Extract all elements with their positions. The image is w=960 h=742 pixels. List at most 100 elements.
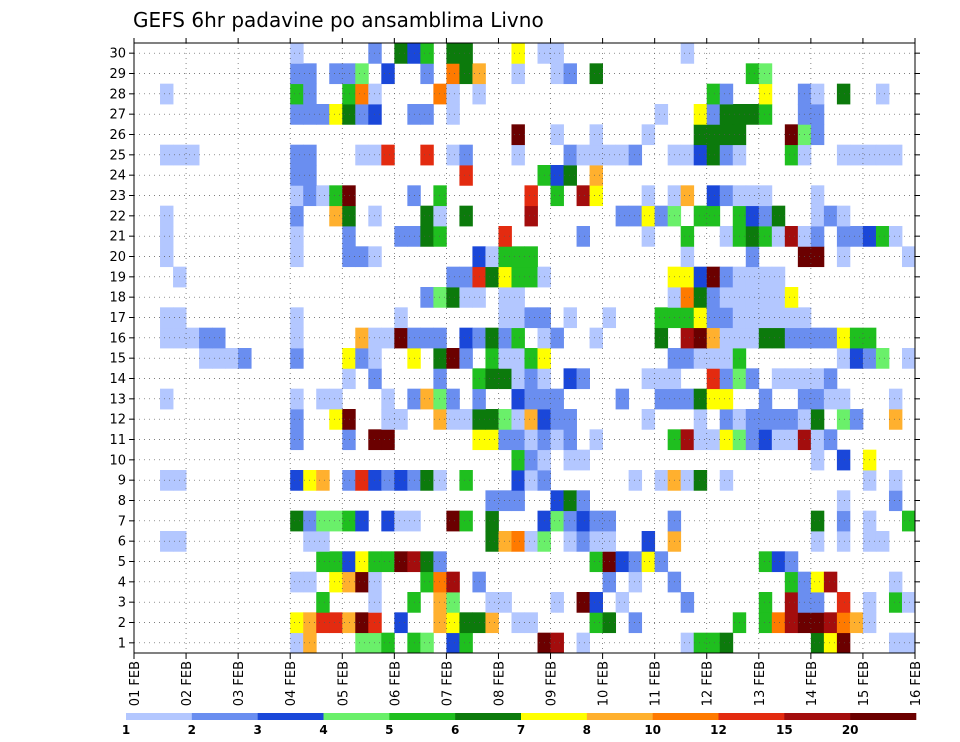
precip-cell xyxy=(563,165,577,186)
precip-cell xyxy=(290,226,304,247)
precip-cell xyxy=(420,104,434,125)
colorbar-segment xyxy=(191,713,258,720)
precip-cell xyxy=(485,368,499,390)
precip-cell xyxy=(511,348,525,369)
precip-cell xyxy=(446,144,460,166)
precip-cell xyxy=(875,348,890,369)
colorbar-label: 10 xyxy=(644,723,661,737)
precip-cell xyxy=(368,571,382,593)
precip-cell xyxy=(160,470,174,491)
precip-cell xyxy=(290,429,304,451)
precip-cell xyxy=(355,144,369,166)
precip-cell xyxy=(459,470,473,491)
y-tick-label: 4 xyxy=(118,575,126,590)
precip-cell xyxy=(355,83,369,105)
precip-cell xyxy=(394,470,408,491)
precip-cell xyxy=(498,490,512,512)
precip-cell xyxy=(810,368,825,390)
precip-cell xyxy=(342,205,356,227)
precip-cell xyxy=(693,470,708,491)
precip-cell xyxy=(511,409,525,430)
precip-cell xyxy=(693,307,708,329)
precip-cell xyxy=(290,205,304,227)
precip-cell xyxy=(498,429,512,451)
precip-cell xyxy=(628,551,643,573)
precip-cell xyxy=(680,185,695,207)
precip-cell xyxy=(381,388,395,410)
precip-cell xyxy=(342,83,356,105)
precip-cell xyxy=(394,510,408,532)
precip-cell xyxy=(888,632,903,654)
precip-cell xyxy=(290,307,304,329)
y-tick-label: 2 xyxy=(118,616,126,631)
precip-cell xyxy=(355,571,369,593)
precip-cell xyxy=(719,144,734,166)
precip-cell xyxy=(719,266,734,288)
precip-cell xyxy=(849,612,864,634)
precip-cell xyxy=(641,124,656,146)
precip-cell xyxy=(550,43,564,64)
precip-cell xyxy=(706,429,721,451)
precip-cell xyxy=(524,368,538,390)
precip-cell xyxy=(485,531,499,552)
precip-cell xyxy=(355,551,369,573)
precip-cell xyxy=(836,531,851,552)
precip-cell xyxy=(771,368,786,390)
precip-cell xyxy=(745,205,760,227)
x-tick-label: 09 FEB xyxy=(545,661,560,706)
precip-cell xyxy=(459,144,473,166)
precip-cell xyxy=(576,226,590,247)
precip-cell xyxy=(394,551,408,573)
precip-cell xyxy=(576,185,590,207)
precip-cell xyxy=(563,490,577,512)
precip-cell xyxy=(654,368,669,390)
precip-cell xyxy=(641,185,656,207)
precip-cell xyxy=(446,63,460,85)
precip-cell xyxy=(524,348,538,369)
precip-cell xyxy=(316,185,330,207)
precip-cell xyxy=(719,348,734,369)
precip-cell xyxy=(329,510,343,532)
precip-cell xyxy=(550,327,564,349)
precip-cell xyxy=(888,226,903,247)
precip-cell xyxy=(381,470,395,491)
precip-cell xyxy=(706,104,721,125)
precip-cell xyxy=(381,510,395,532)
precip-cell xyxy=(446,388,460,410)
precip-cell xyxy=(888,388,903,410)
precip-cell xyxy=(511,144,525,166)
precip-cell xyxy=(745,409,760,430)
colorbar-label: 3 xyxy=(253,723,261,737)
precip-cell xyxy=(810,185,825,207)
precip-cell xyxy=(446,409,460,430)
precip-cell xyxy=(186,327,200,349)
precip-cell xyxy=(875,144,890,166)
precip-cell xyxy=(511,388,525,410)
precip-cell xyxy=(615,205,630,227)
x-tick-label: 05 FEB xyxy=(336,661,351,706)
precip-cell xyxy=(381,63,395,85)
gridlines xyxy=(134,43,915,653)
x-tick-label: 12 FEB xyxy=(701,661,716,706)
precip-cell xyxy=(706,348,721,369)
precip-cell xyxy=(784,287,799,308)
colorbar-segment xyxy=(784,713,851,720)
precip-cell xyxy=(433,551,447,573)
precip-cell xyxy=(641,205,656,227)
precip-cell xyxy=(329,571,343,593)
precip-cell xyxy=(693,266,708,288)
precip-cell xyxy=(836,409,851,430)
precip-cell xyxy=(446,348,460,369)
y-tick-label: 13 xyxy=(109,392,126,407)
precip-cell xyxy=(836,226,851,247)
precip-cell xyxy=(485,266,499,288)
precip-cell xyxy=(368,246,382,268)
precip-cell xyxy=(693,632,708,654)
precip-cell xyxy=(745,266,760,288)
precip-cell xyxy=(654,327,669,349)
x-tick-label: 06 FEB xyxy=(388,661,403,706)
precip-cell xyxy=(719,104,734,125)
precip-cell xyxy=(485,409,499,430)
precip-cell xyxy=(433,470,447,491)
precip-cell xyxy=(745,327,760,349)
